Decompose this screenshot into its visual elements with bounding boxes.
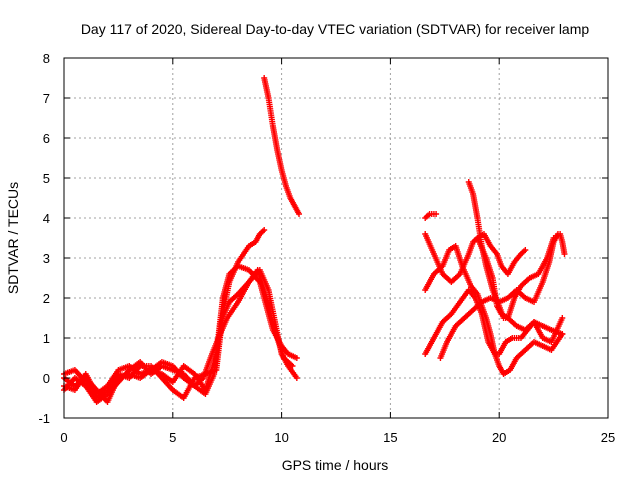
x-tick-label: 5 bbox=[169, 430, 176, 445]
data-point bbox=[293, 355, 300, 361]
x-tick-label: 15 bbox=[383, 430, 397, 445]
chart-title: Day 117 of 2020, Sidereal Day-to-day VTE… bbox=[81, 21, 590, 37]
series-track-10 bbox=[437, 231, 561, 361]
points-layer bbox=[61, 75, 568, 405]
data-point bbox=[289, 363, 296, 369]
y-tick-label: 0 bbox=[43, 371, 50, 386]
x-tick-label: 10 bbox=[274, 430, 288, 445]
data-point bbox=[296, 211, 303, 217]
data-point bbox=[550, 235, 557, 241]
series-track-13 bbox=[557, 231, 568, 257]
series-track-11 bbox=[465, 179, 557, 321]
x-axis-label: GPS time / hours bbox=[282, 457, 389, 473]
y-tick-label: 1 bbox=[43, 331, 50, 346]
series-track-5 bbox=[261, 75, 303, 217]
grid-layer bbox=[64, 58, 608, 418]
y-tick-label: 5 bbox=[43, 171, 50, 186]
x-tick-label: 25 bbox=[601, 430, 615, 445]
series-track-4 bbox=[61, 267, 296, 405]
y-tick-label: 6 bbox=[43, 131, 50, 146]
data-point bbox=[561, 251, 568, 257]
y-tick-label: 4 bbox=[43, 211, 50, 226]
data-point bbox=[293, 375, 300, 381]
y-tick-label: 2 bbox=[43, 291, 50, 306]
data-point bbox=[522, 247, 529, 253]
data-point bbox=[559, 315, 566, 321]
plot-frame bbox=[63, 57, 609, 419]
y-tick-label: 7 bbox=[43, 91, 50, 106]
series-track-12 bbox=[474, 231, 529, 277]
y-axis-label: SDTVAR / TECUs bbox=[5, 182, 21, 294]
series-track-6 bbox=[422, 211, 440, 221]
y-tick-label: 3 bbox=[43, 251, 50, 266]
data-point bbox=[559, 331, 566, 337]
data-point bbox=[261, 227, 268, 233]
ticks-layer: 0 5 10 15 20 25 -1 0 1 2 3 4 5 6 7 8 bbox=[38, 51, 615, 445]
series-track-9 bbox=[422, 243, 566, 357]
y-tick-label: -1 bbox=[38, 411, 50, 426]
data-point bbox=[433, 211, 440, 217]
x-tick-label: 0 bbox=[60, 430, 67, 445]
y-tick-label: 8 bbox=[43, 51, 50, 66]
x-tick-label: 20 bbox=[492, 430, 506, 445]
